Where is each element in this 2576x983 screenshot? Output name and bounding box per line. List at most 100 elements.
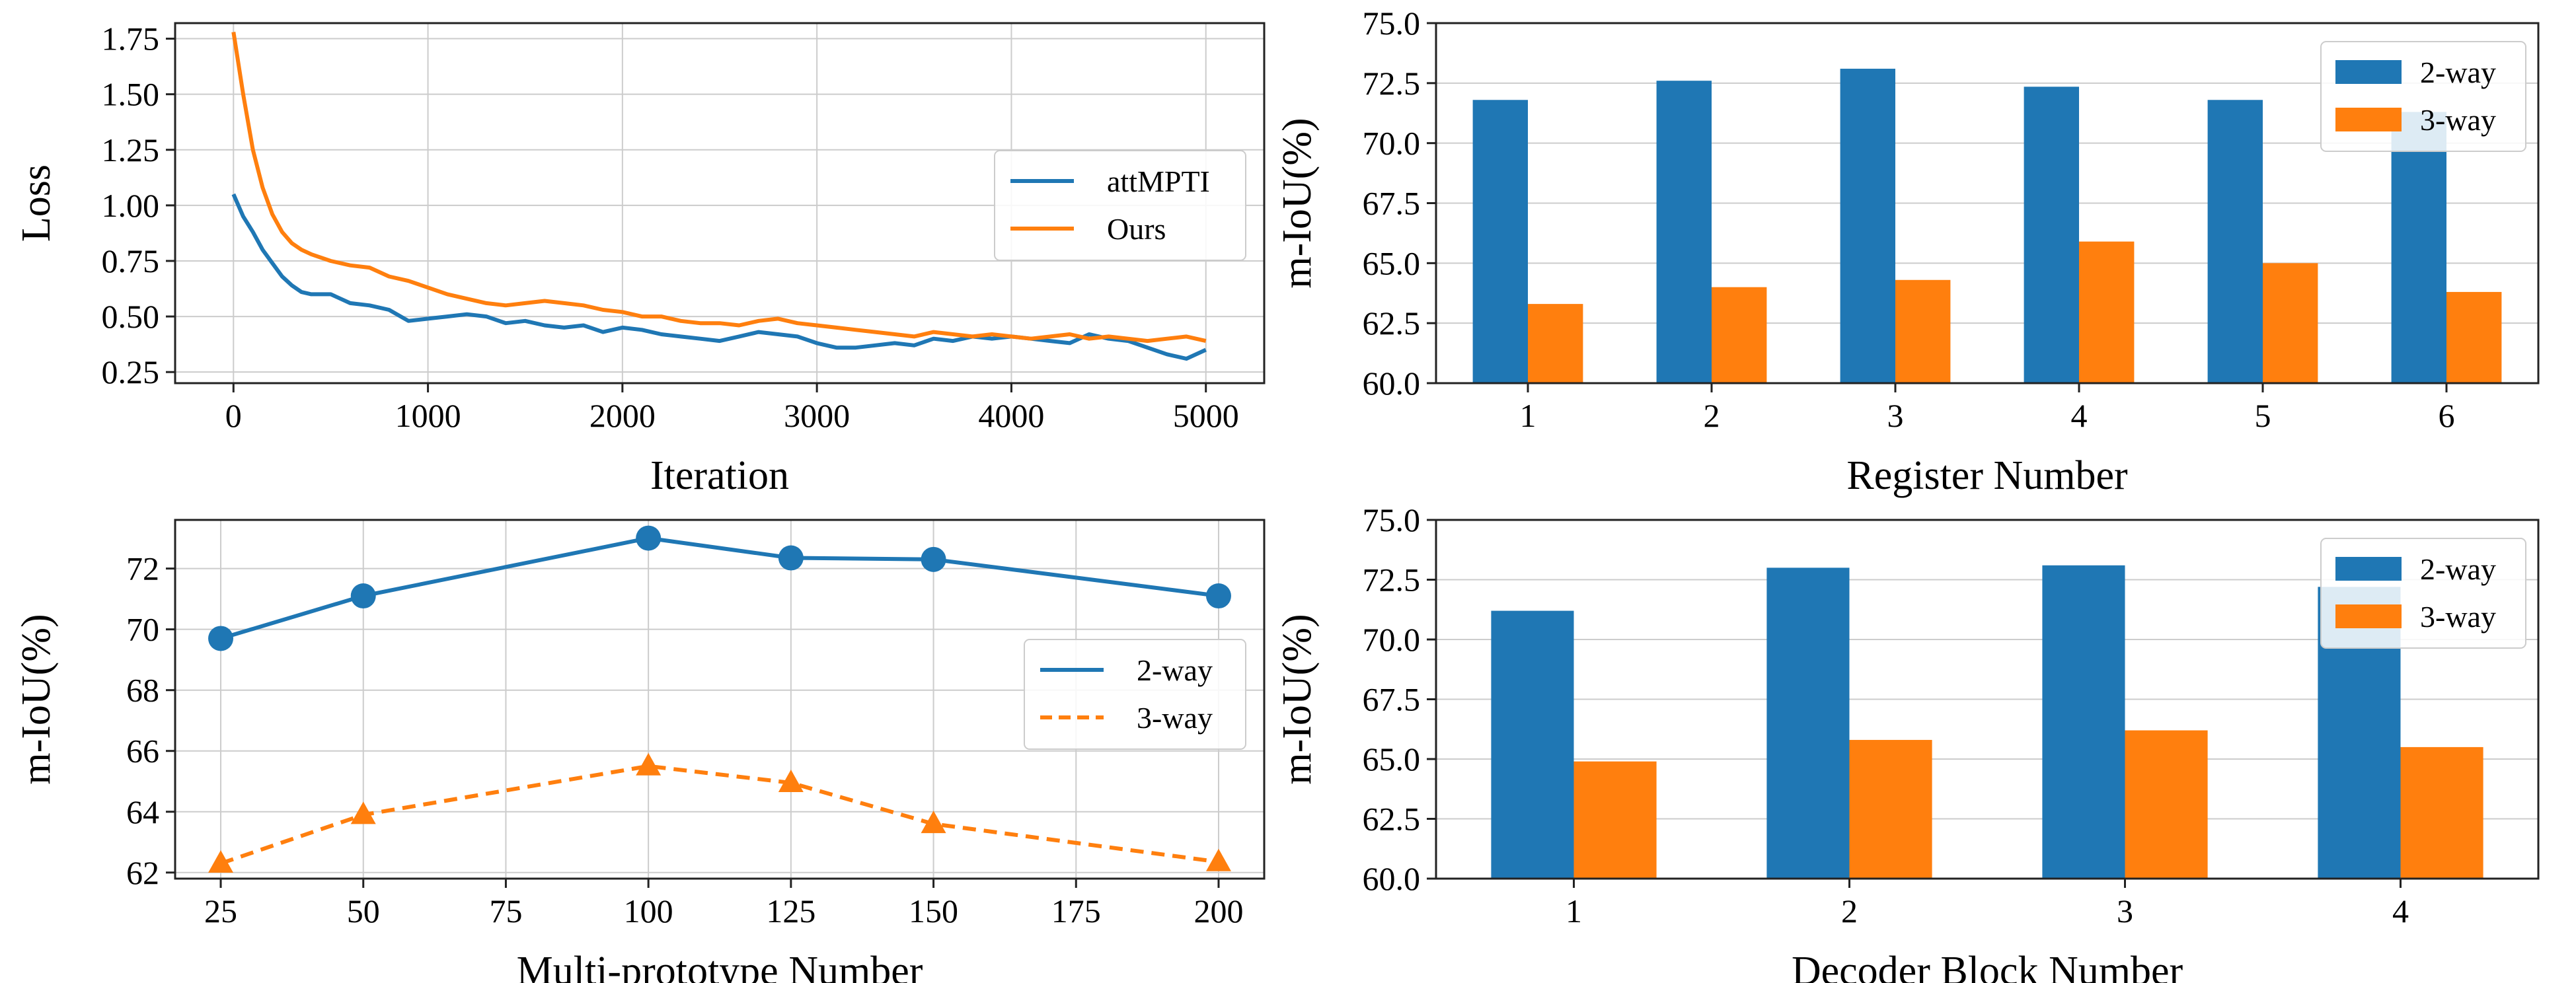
legend-label: 3-way bbox=[2420, 103, 2496, 137]
data-point-2-way bbox=[1205, 583, 1231, 609]
data-point-2-way bbox=[921, 546, 946, 572]
chart-register: 60.0 62.5 65.0 67.5 70.0 72.5 75.0 1 2 3 4 5 6 Regist… bbox=[1275, 5, 2540, 498]
x-axis-label: Multi-prototype Number bbox=[517, 949, 923, 983]
data-point-3-way bbox=[350, 801, 376, 824]
bar-2-way-3 bbox=[1840, 69, 1895, 384]
bar-2-way-1 bbox=[1472, 100, 1528, 383]
plot-area-frame bbox=[1435, 519, 2540, 880]
bar-3-way-4 bbox=[2079, 241, 2135, 383]
y-axis-label: m-IoU(%) bbox=[1275, 118, 1320, 288]
x-tick-label: 125 bbox=[766, 892, 815, 929]
y-tick-label: 65.0 bbox=[1363, 741, 1421, 778]
x-tick-label: 3 bbox=[1887, 397, 1904, 434]
chart-prototype: 25 50 75 100 125 150 175 200 62 64 66 68 70 72 Multi-p… bbox=[14, 519, 1266, 983]
bar-2-way-2 bbox=[1766, 567, 1850, 879]
series-line-2-way bbox=[220, 536, 1219, 641]
legend-label: attMPTI bbox=[1107, 164, 1210, 198]
y-tick-label: 68 bbox=[126, 672, 159, 709]
y-axis-label: m-IoU(%) bbox=[1275, 614, 1320, 784]
x-tick-label: 1000 bbox=[395, 397, 461, 434]
y-tick-label: 1.25 bbox=[102, 131, 160, 168]
x-tick-label: 5000 bbox=[1173, 397, 1239, 434]
y-tick-label: 67.5 bbox=[1363, 681, 1421, 718]
x-tick-label: 1 bbox=[1566, 892, 1582, 929]
legend-label: Ours bbox=[1107, 212, 1166, 246]
x-tick-label: 0 bbox=[225, 397, 242, 434]
x-tick-label: 4000 bbox=[978, 397, 1044, 434]
data-point-3-way bbox=[636, 752, 662, 776]
x-tick-label: 50 bbox=[347, 892, 380, 929]
y-tick-label: 0.75 bbox=[102, 242, 160, 279]
x-tick-label: 2 bbox=[1841, 892, 1858, 929]
y-tick-label: 70 bbox=[126, 611, 159, 648]
data-point-3-way bbox=[1205, 848, 1231, 871]
series-line-3-way bbox=[220, 764, 1219, 865]
y-tick-label: 62.5 bbox=[1363, 801, 1421, 838]
y-tick-label: 60.0 bbox=[1363, 860, 1421, 897]
bar-2-way-5 bbox=[2207, 100, 2263, 383]
data-point-3-way bbox=[921, 811, 946, 834]
y-tick-label: 0.25 bbox=[102, 353, 160, 390]
plot-area-frame bbox=[174, 519, 1266, 880]
x-tick-label: 1 bbox=[1520, 397, 1536, 434]
y-tick-label: 75.0 bbox=[1363, 5, 1421, 42]
data-point-2-way bbox=[350, 583, 376, 609]
legend-swatch-3-way bbox=[2335, 604, 2402, 628]
x-tick-label: 150 bbox=[909, 892, 958, 929]
y-tick-label: 72 bbox=[126, 550, 159, 587]
x-tick-label: 2000 bbox=[589, 397, 656, 434]
x-tick-label: 6 bbox=[2439, 397, 2455, 434]
x-tick-label: 4 bbox=[2392, 892, 2409, 929]
x-tick-label: 100 bbox=[624, 892, 673, 929]
bar-2-way-2 bbox=[1656, 81, 1712, 383]
y-tick-label: 1.50 bbox=[102, 76, 160, 113]
y-tick-label: 1.00 bbox=[102, 187, 160, 224]
bar-2-way-3 bbox=[2042, 565, 2125, 879]
bar-3-way-5 bbox=[2263, 263, 2318, 383]
x-axis-label: Decoder Block Number bbox=[1792, 949, 2183, 983]
data-point-2-way bbox=[208, 626, 234, 651]
bar-3-way-2 bbox=[1849, 740, 1932, 879]
legend-box bbox=[994, 150, 1246, 261]
x-tick-label: 4 bbox=[2071, 397, 2088, 434]
x-tick-label: 75 bbox=[489, 892, 522, 929]
x-tick-label: 3000 bbox=[784, 397, 850, 434]
bar-3-way-3 bbox=[2125, 730, 2208, 879]
y-tick-label: 65.0 bbox=[1363, 244, 1421, 281]
bar-3-way-2 bbox=[1712, 287, 1767, 383]
y-tick-label: 64 bbox=[126, 793, 159, 830]
bar-2-way-1 bbox=[1491, 610, 1574, 879]
bar-2-way-6 bbox=[2391, 112, 2446, 383]
x-axis-label: Register Number bbox=[1846, 453, 2128, 498]
bar-3-way-1 bbox=[1528, 304, 1583, 383]
y-tick-label: 66 bbox=[126, 733, 159, 770]
bar-3-way-4 bbox=[2400, 746, 2483, 879]
y-tick-label: 60.0 bbox=[1363, 365, 1421, 402]
y-tick-label: 72.5 bbox=[1363, 65, 1421, 102]
bar-3-way-3 bbox=[1895, 279, 1951, 383]
x-tick-label: 175 bbox=[1051, 892, 1101, 929]
x-tick-label: 3 bbox=[2117, 892, 2133, 929]
y-axis-label: Loss bbox=[14, 164, 59, 242]
legend-label: 3-way bbox=[2420, 600, 2496, 634]
legend-label: 2-way bbox=[2420, 552, 2496, 586]
y-tick-label: 72.5 bbox=[1363, 562, 1421, 599]
y-tick-label: 70.0 bbox=[1363, 125, 1421, 162]
legend-label: 3-way bbox=[1137, 701, 1213, 735]
y-tick-label: 70.0 bbox=[1363, 621, 1421, 658]
x-tick-label: 200 bbox=[1193, 892, 1243, 929]
data-point-3-way bbox=[778, 770, 804, 793]
x-axis-label: Iteration bbox=[650, 453, 789, 498]
y-axis-label: m-IoU(%) bbox=[14, 614, 59, 784]
y-tick-label: 67.5 bbox=[1363, 185, 1421, 222]
legend-label: 2-way bbox=[2420, 55, 2496, 89]
x-tick-label: 5 bbox=[2255, 397, 2271, 434]
data-point-2-way bbox=[636, 525, 662, 551]
bar-2-way-4 bbox=[2024, 87, 2079, 384]
data-point-3-way bbox=[208, 850, 234, 873]
legend-swatch-3-way bbox=[2335, 108, 2402, 131]
bar-3-way-1 bbox=[1573, 761, 1657, 879]
plot-area-frame bbox=[1435, 22, 2540, 384]
x-tick-label: 25 bbox=[204, 892, 237, 929]
